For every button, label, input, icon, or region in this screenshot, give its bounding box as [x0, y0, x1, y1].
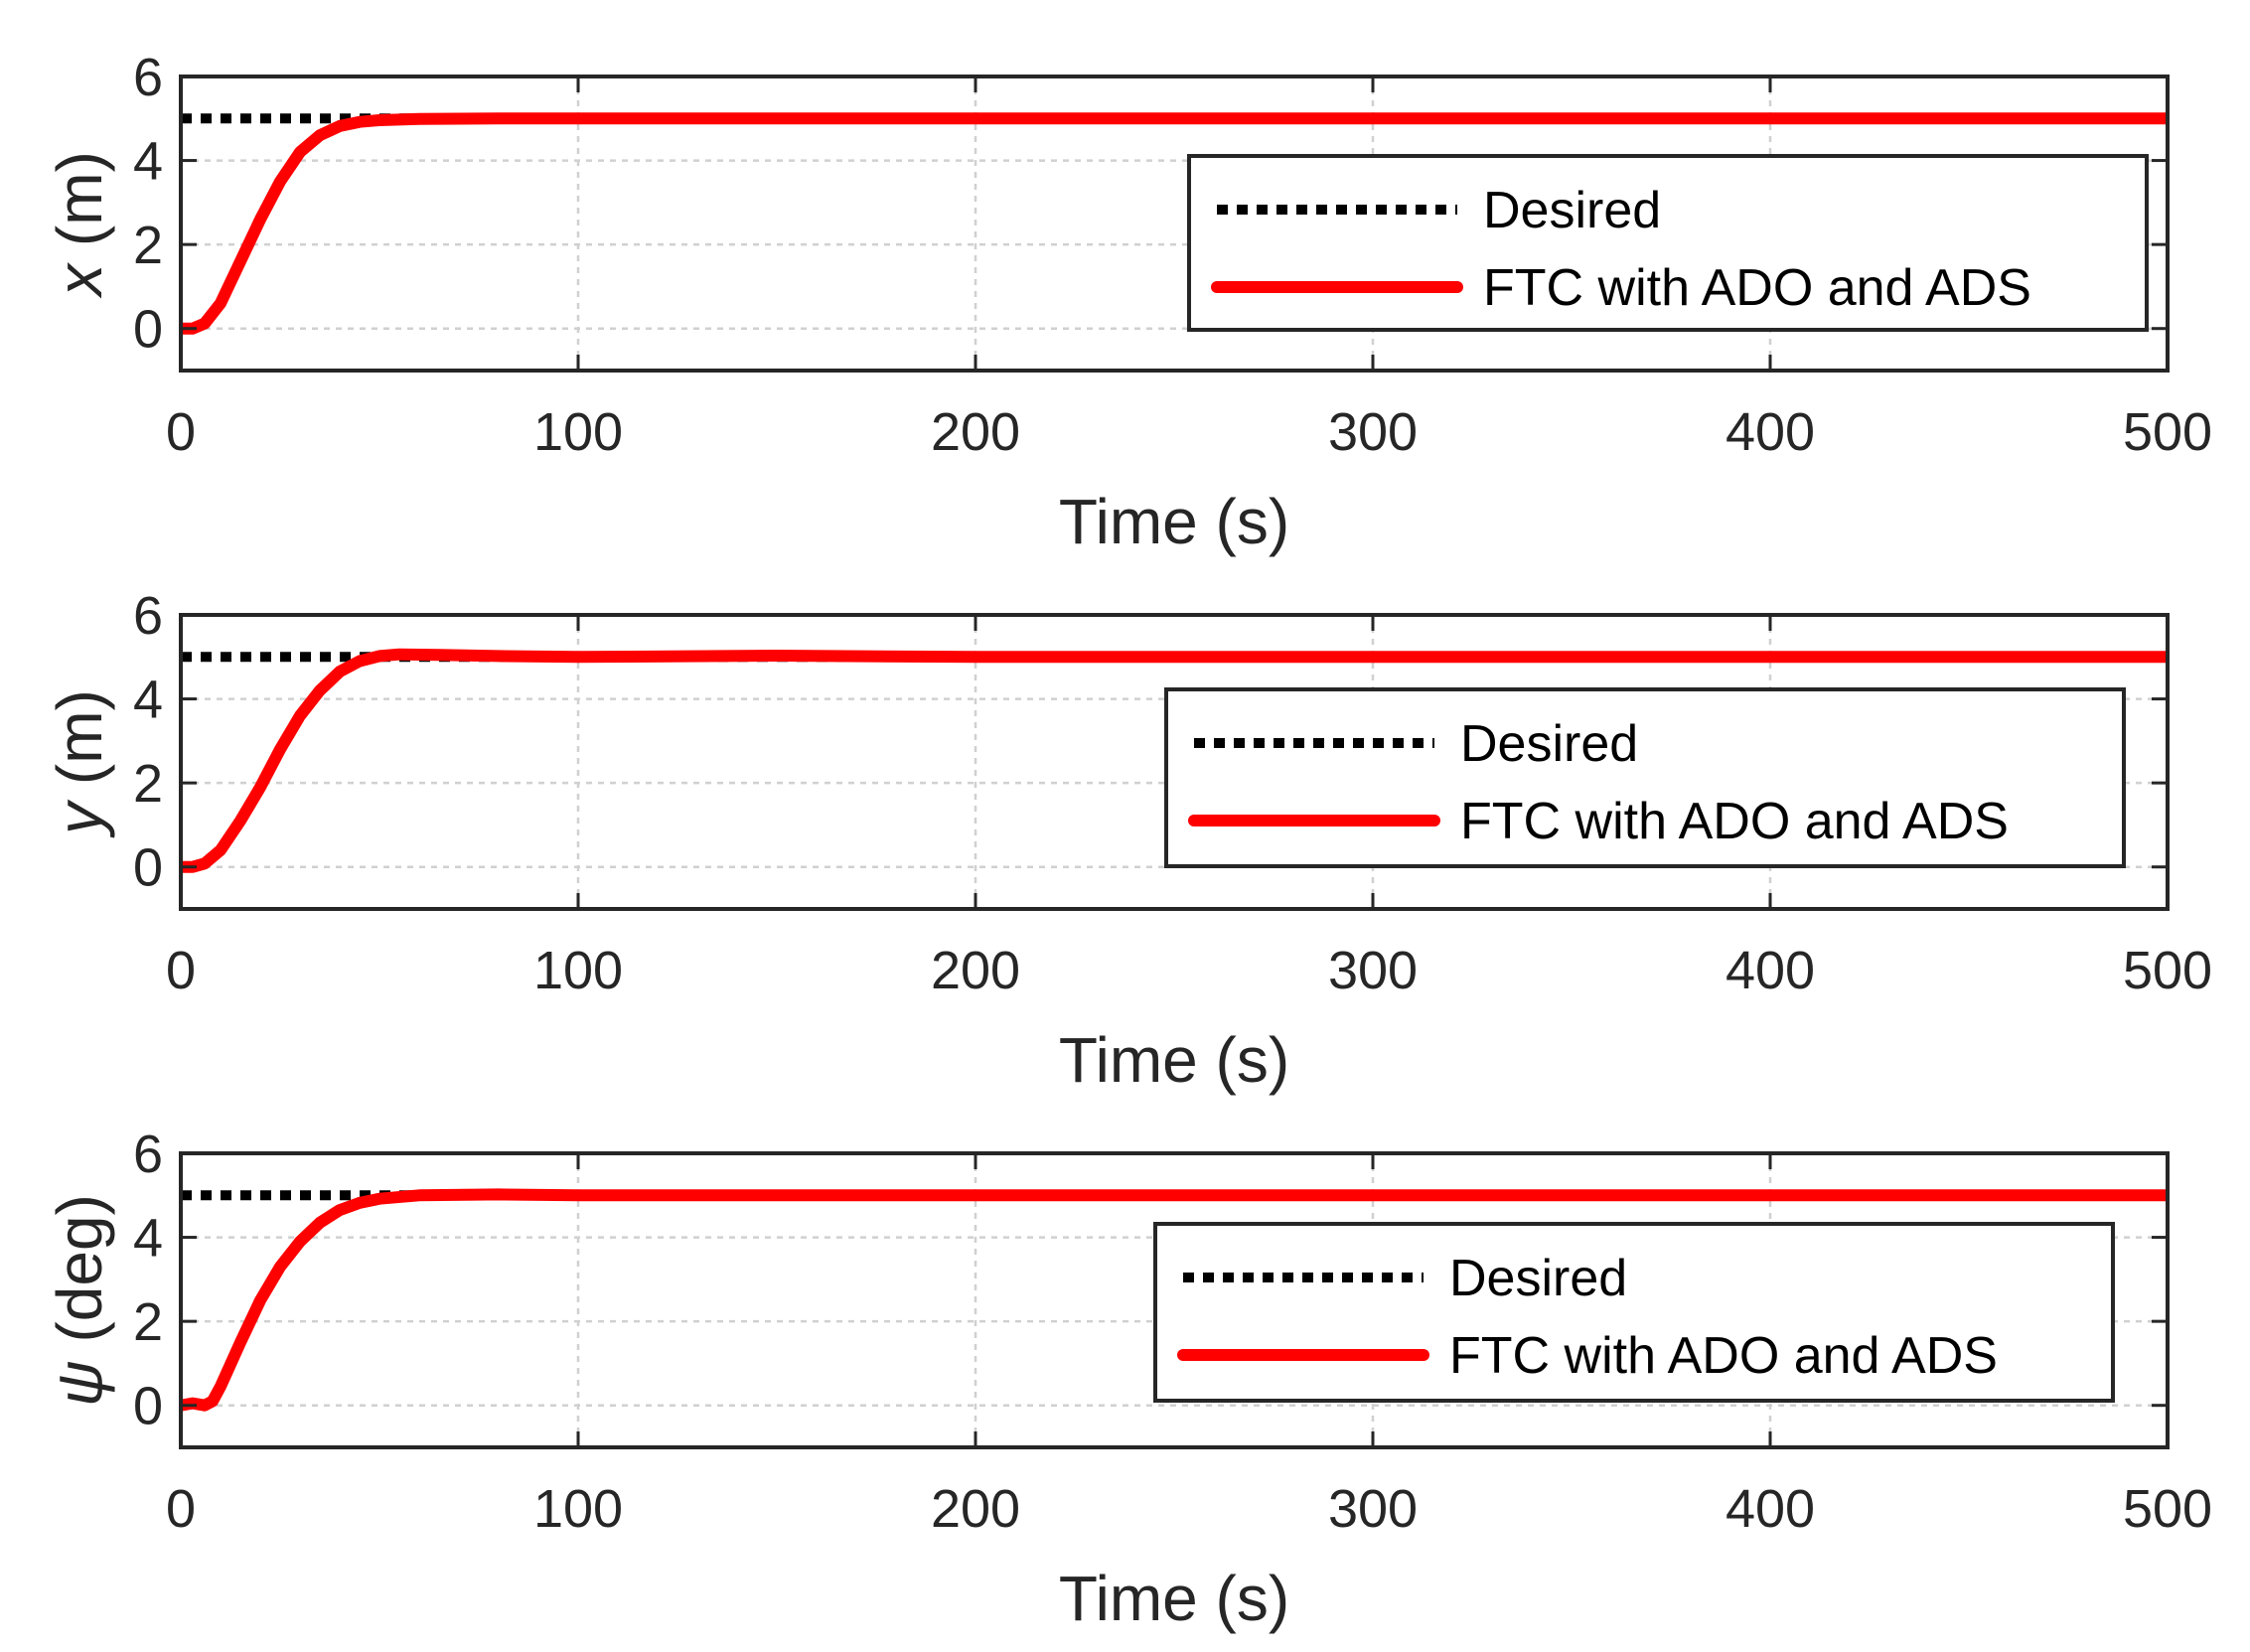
ftc-response-line	[181, 648, 2168, 873]
series-group	[181, 648, 2168, 873]
y-tick-label: 4	[133, 671, 163, 730]
legend-label: FTC with ADO and ADS	[1460, 793, 2009, 850]
axes-box	[179, 75, 2170, 373]
x-tick-label: 0	[166, 1479, 196, 1539]
x-tick-label: 400	[1725, 941, 1815, 1000]
axes-box	[179, 613, 2170, 911]
x-tick-label: 200	[931, 402, 1020, 462]
legend-box	[1164, 687, 2126, 868]
y-tick-label: 4	[133, 1209, 163, 1269]
legend-label: FTC with ADO and ADS	[1449, 1327, 1998, 1385]
x-tick-label: 200	[931, 1479, 1020, 1539]
y-axis-unit: (m)	[44, 151, 115, 264]
y-tick-label: 2	[133, 216, 163, 275]
x-tick-label: 0	[166, 941, 196, 1000]
x-axis-label: Time (s)	[1059, 1563, 1289, 1634]
y-tick-label: 4	[133, 132, 163, 192]
x-tick-label: 400	[1725, 1479, 1815, 1539]
y-axis-label: x (m)	[44, 151, 115, 299]
y-axis-variable: y	[44, 799, 115, 838]
x-tick-label: 400	[1725, 402, 1815, 462]
x-axis-label: Time (s)	[1059, 1024, 1289, 1096]
y-tick-label: 6	[133, 1125, 163, 1184]
y-tick-label: 0	[133, 300, 163, 360]
x-tick-label: 100	[533, 1479, 623, 1539]
y-axis-label: y (m)	[44, 689, 115, 838]
x-tick-label: 500	[2123, 402, 2212, 462]
subplot-y-position: 0 100 200 300 400 500 0 2 4 6 Time (s) y (m) Desired…	[44, 586, 2212, 1096]
x-tick-label: 0	[166, 402, 196, 462]
subplot-x-position: 0 100 200 300 400 500 0 2 4 6 Time (s) x (m) Desired…	[44, 48, 2212, 557]
series-group	[181, 1188, 2168, 1412]
x-tick-label: 500	[2123, 1479, 2212, 1539]
ftc-response-line	[181, 112, 2168, 335]
y-axis-unit: (m)	[44, 689, 115, 803]
y-tick-label: 6	[133, 48, 163, 107]
y-tick-label: 2	[133, 754, 163, 814]
y-tick-label: 0	[133, 1377, 163, 1436]
axes-box	[179, 1151, 2170, 1449]
y-axis-unit: (deg)	[44, 1194, 115, 1360]
y-axis-label: ψ (deg)	[44, 1194, 115, 1407]
x-tick-label: 100	[533, 941, 623, 1000]
x-tick-label: 100	[533, 402, 623, 462]
x-tick-label: 200	[931, 941, 1020, 1000]
y-tick-label: 0	[133, 838, 163, 898]
legend-label: Desired	[1449, 1250, 1627, 1307]
legend-label: FTC with ADO and ADS	[1483, 259, 2031, 317]
y-tick-label: 2	[133, 1292, 163, 1352]
legend-box	[1153, 1222, 2115, 1403]
x-tick-label: 300	[1328, 1479, 1418, 1539]
x-tick-label: 300	[1328, 941, 1418, 1000]
legend-label: Desired	[1460, 715, 1638, 773]
x-tick-label: 300	[1328, 402, 1418, 462]
y-axis-variable: x	[44, 262, 115, 299]
legend-box	[1187, 154, 2149, 332]
y-tick-label: 6	[133, 586, 163, 646]
x-axis-label: Time (s)	[1059, 486, 1289, 557]
legend: Desired FTC with ADO and ADS	[1164, 687, 2126, 868]
series-group	[181, 112, 2168, 335]
x-tick-label: 500	[2123, 941, 2212, 1000]
legend-label: Desired	[1483, 182, 1661, 239]
legend: Desired FTC with ADO and ADS	[1153, 1222, 2115, 1403]
legend: Desired FTC with ADO and ADS	[1187, 154, 2149, 332]
ftc-response-line	[181, 1188, 2168, 1412]
subplot-psi-heading: 0 100 200 300 400 500 0 2 4 6 Time (s) ψ (deg) Desir…	[44, 1125, 2212, 1634]
y-axis-variable: ψ	[44, 1360, 115, 1407]
